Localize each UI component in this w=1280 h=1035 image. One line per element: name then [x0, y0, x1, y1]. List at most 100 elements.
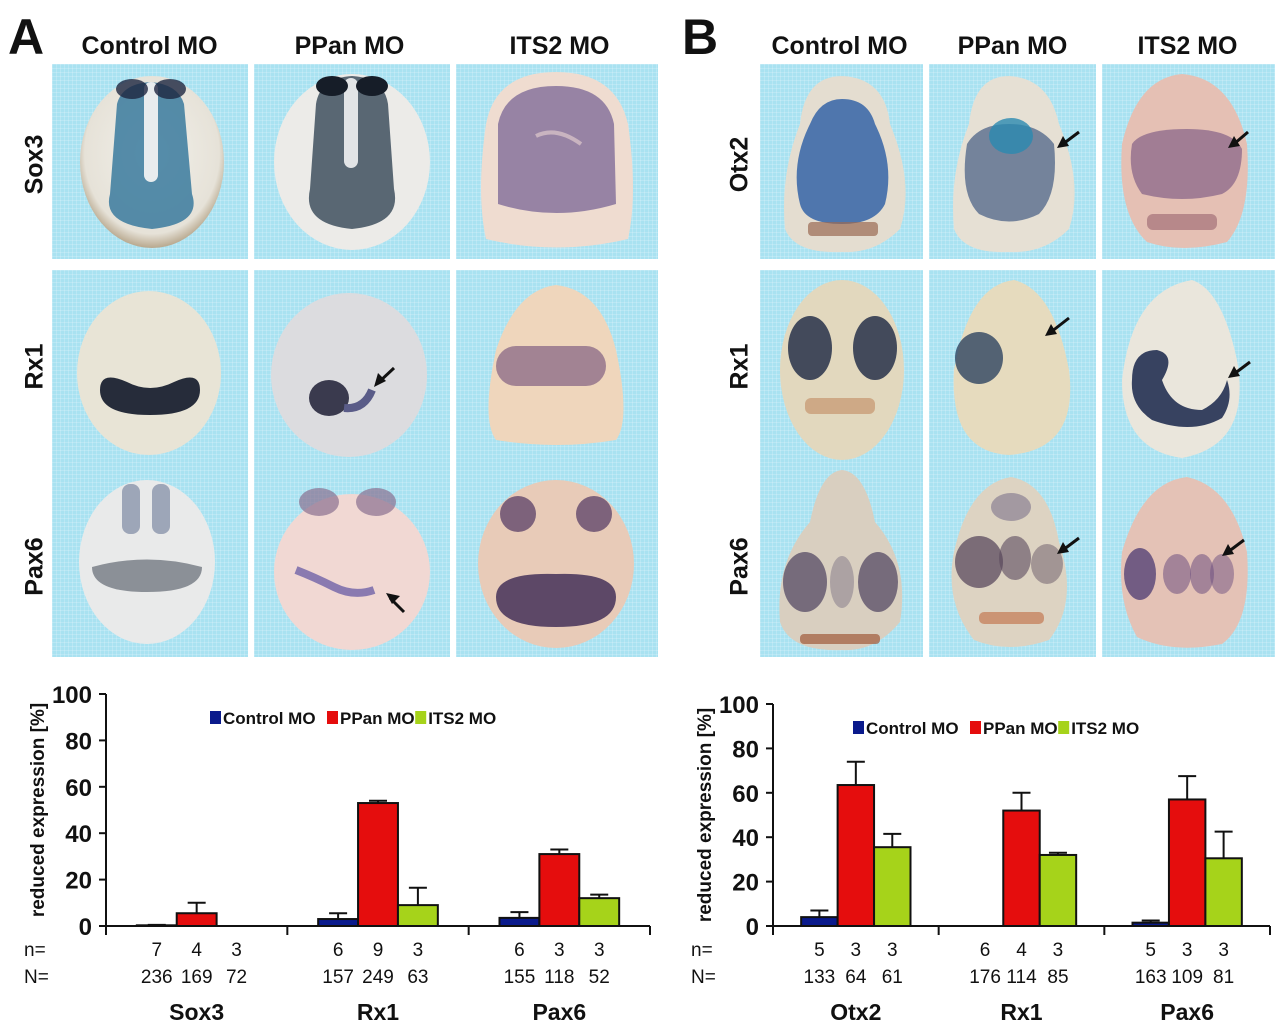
y-axis-label: reduced expression [%]: [28, 703, 49, 917]
y-tick-label: 40: [65, 821, 92, 848]
arrow-icon: [1057, 536, 1080, 554]
embryo-image-a-rx1-ppan: [254, 270, 450, 465]
arrow-icon: [1228, 130, 1249, 148]
N-value: 155: [504, 967, 536, 988]
panel-b-column-header-ppan: PPan MO: [957, 32, 1068, 60]
n-value: 3: [887, 940, 898, 961]
panel-a-column-header-ppan: PPan MO: [294, 32, 405, 60]
N-value: 52: [589, 967, 610, 988]
bar-a-pax6-control: [498, 916, 541, 928]
N-value: 163: [1135, 967, 1167, 988]
n-row-label: n=: [24, 940, 46, 961]
y-axis-label: reduced expression [%]: [695, 708, 716, 922]
n-value: 5: [814, 940, 825, 961]
N-value: 63: [407, 967, 428, 988]
embryo-image-a-rx1-control: [52, 270, 248, 465]
N-row-label: N=: [24, 967, 49, 988]
embryo-image-b-pax6-ppan: [929, 462, 1096, 657]
bar-a-rx1-its2: [396, 904, 439, 927]
category-label: Rx1: [357, 999, 399, 1025]
n-value: 3: [231, 940, 242, 961]
panel-a-row-header-rx1: Rx1: [20, 343, 49, 390]
category-label: Pax6: [1160, 999, 1214, 1025]
panel-b-row-header-otx2: Otx2: [725, 136, 754, 193]
n-value: 3: [851, 940, 862, 961]
bar-b-otx2-ppan: [836, 784, 876, 927]
panel-a-column-header-its2: ITS2 MO: [509, 32, 610, 60]
legend-swatch: [327, 711, 338, 724]
N-value: 236: [141, 967, 173, 988]
n-value: 3: [594, 940, 605, 961]
N-value: 109: [1171, 967, 1203, 988]
legend-swatch: [1058, 721, 1070, 734]
legend-swatch: [210, 711, 221, 724]
panel-a-column-header-control: Control MO: [81, 32, 218, 60]
n-value: 6: [514, 940, 525, 961]
category-label: Pax6: [532, 999, 586, 1025]
category-label: Otx2: [830, 999, 881, 1025]
y-tick-label: 20: [732, 870, 759, 897]
y-tick-label: 0: [79, 914, 92, 941]
embryo-image-b-pax6-control: [760, 462, 923, 657]
bar-b-rx1-ppan: [1002, 809, 1041, 927]
embryo-image-b-pax6-its2: [1102, 462, 1275, 657]
bar-a-rx1-control: [317, 918, 360, 927]
legend-label: PPan MO: [340, 709, 415, 728]
n-value: 7: [151, 940, 162, 961]
arrow-icon: [374, 366, 396, 387]
bar-a-pax6-its2: [578, 897, 621, 928]
n-value: 3: [413, 940, 424, 961]
panel-a-row-header-pax6: Pax6: [20, 537, 49, 596]
y-tick-label: 100: [52, 682, 92, 709]
panel-letter-a: A: [8, 9, 45, 65]
y-tick-label: 0: [746, 914, 759, 941]
n-value: 3: [1053, 940, 1064, 961]
embryo-image-a-pax6-ppan: [254, 462, 450, 657]
arrow-icon: [1228, 360, 1251, 378]
panel-letter-b: B: [682, 9, 719, 65]
legend-label: Control MO: [866, 719, 959, 738]
bar-b-otx2-its2: [873, 846, 912, 927]
bar-a-rx1-ppan: [357, 802, 399, 927]
N-value: 169: [181, 967, 213, 988]
n-value: 5: [1145, 940, 1156, 961]
N-value: 133: [804, 967, 836, 988]
N-value: 176: [969, 967, 1001, 988]
category-label: Sox3: [169, 999, 224, 1025]
legend-swatch: [415, 711, 427, 724]
N-value: 157: [322, 967, 354, 988]
y-tick-label: 100: [719, 692, 759, 719]
bar-b-pax6-ppan: [1167, 798, 1207, 927]
embryo-image-a-pax6-control: [52, 462, 248, 657]
n-value: 9: [373, 940, 384, 961]
n-value: 3: [1182, 940, 1193, 961]
legend-label: PPan MO: [983, 719, 1058, 738]
y-tick-label: 60: [732, 781, 759, 808]
embryo-image-b-otx2-its2: [1102, 64, 1275, 259]
legend-swatch: [970, 721, 981, 734]
n-value: 4: [1016, 940, 1027, 961]
n-value: 6: [980, 940, 991, 961]
legend-label: ITS2 MO: [1071, 719, 1139, 738]
N-value: 61: [882, 967, 903, 988]
N-value: 85: [1047, 967, 1068, 988]
y-tick-label: 80: [732, 736, 759, 763]
embryo-image-a-pax6-its2: [456, 462, 658, 657]
panel-b-row-header-rx1: Rx1: [725, 343, 754, 390]
embryo-image-b-rx1-its2: [1102, 270, 1275, 465]
embryo-image-b-rx1-control: [760, 270, 923, 465]
panel-a-row-header-sox3: Sox3: [20, 134, 49, 195]
n-value: 6: [333, 940, 344, 961]
N-value: 114: [1006, 967, 1037, 988]
N-value: 72: [226, 967, 247, 988]
N-value: 118: [544, 967, 574, 988]
y-tick-label: 60: [65, 775, 92, 802]
bar-b-otx2-control: [800, 916, 839, 927]
bar-b-rx1-its2: [1038, 853, 1078, 928]
y-tick-label: 40: [732, 825, 759, 852]
legend-label: ITS2 MO: [428, 709, 496, 728]
y-tick-label: 20: [65, 868, 92, 895]
n-value: 3: [1218, 940, 1229, 961]
